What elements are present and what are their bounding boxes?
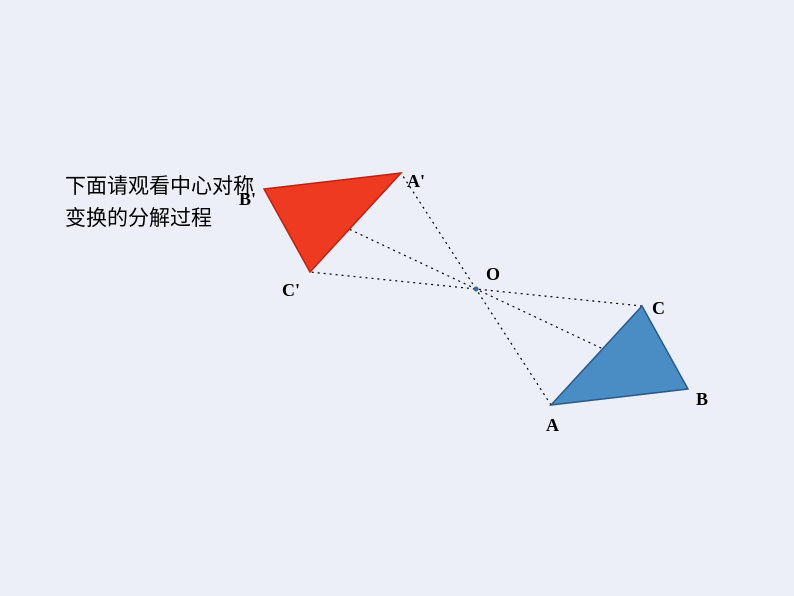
label-Ap: A' — [407, 171, 425, 192]
triangle-reflected — [264, 173, 401, 272]
label-Cp: C' — [282, 280, 300, 301]
center-point — [474, 287, 479, 292]
symmetry-diagram — [0, 0, 794, 596]
label-Bp: B' — [239, 189, 256, 210]
label-B: B — [696, 389, 708, 410]
label-O: O — [486, 264, 500, 285]
label-C: C — [652, 298, 665, 319]
label-A: A — [546, 415, 559, 436]
triangle-original — [551, 306, 688, 405]
